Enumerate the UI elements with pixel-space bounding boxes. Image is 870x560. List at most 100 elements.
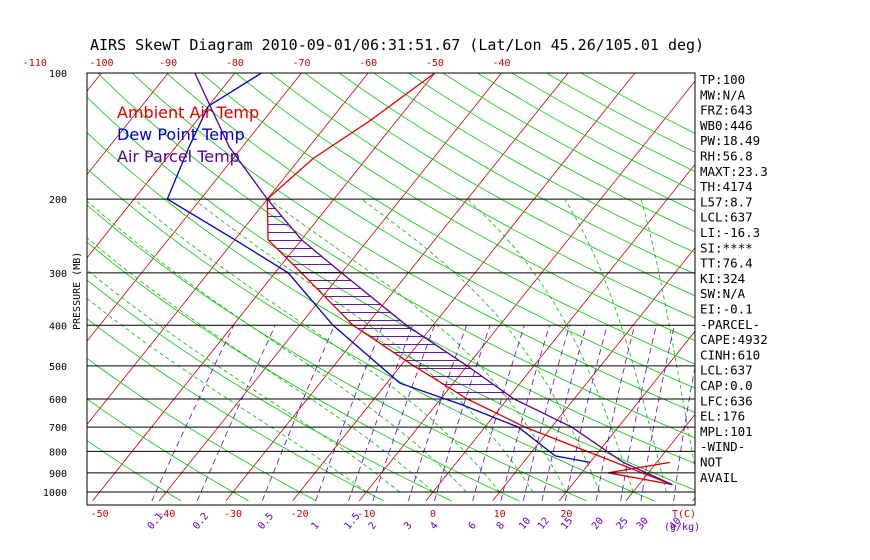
dewpoint-temp-line: [166, 73, 591, 464]
dry-adiabat-line: [442, 73, 695, 212]
top-temp-tick-label: -100: [89, 58, 113, 69]
legend: Ambient Air Temp Dew Point Temp Air Parc…: [117, 103, 259, 166]
side-panel-item: EI:-0.1: [700, 302, 753, 317]
top-temp-tick-label: -80: [226, 58, 244, 69]
dry-adiabat-line: [166, 73, 695, 389]
side-panel-item: CAPE:4932: [700, 332, 768, 347]
mixing-ratio-tick-label: 8: [495, 520, 507, 532]
side-panel-item: SI:****: [700, 240, 753, 255]
side-panel-item: LCL:637: [700, 363, 753, 378]
side-panel-item: TT:76.4: [700, 256, 753, 271]
pressure-tick-label: 800: [49, 447, 67, 458]
mixing-ratio-tick-label: 0.2: [191, 511, 211, 532]
moist-adiabat-line: [193, 198, 534, 493]
pressure-tick-label: 300: [49, 269, 67, 280]
mixing-ratio-line: [522, 325, 570, 501]
bottom-temp-tick-label: 20: [560, 509, 572, 520]
bottom-temp-tick-label: -10: [357, 509, 375, 520]
dry-adiabat-line: [87, 279, 452, 502]
mixing-ratio-tick-label: 30: [635, 516, 651, 532]
isotherm-line: [625, 413, 695, 502]
mixing-ratio-line: [372, 325, 435, 502]
side-panel-item: SW:N/A: [700, 286, 746, 301]
bottom-temp-tick-label: -50: [91, 509, 109, 520]
side-panel-item: FRZ:643: [700, 103, 753, 118]
dry-adiabat-line: [269, 73, 695, 319]
dry-adiabat-line: [97, 73, 695, 439]
side-panel-item: LCL:637: [700, 210, 753, 225]
isotherm-line: [87, 73, 169, 176]
isotherm-line: [87, 73, 302, 342]
y-axis-label: PRESSURE (MB): [72, 252, 83, 330]
side-panel-item: LI:-16.3: [700, 225, 760, 240]
mixing-ratio-tick-label: 20: [590, 516, 606, 532]
side-panel: TP:100MW:N/AFRZ:643WB0:446PW:18.49RH:56.…: [700, 72, 768, 485]
plot-frame: [86, 72, 696, 506]
mixing-ratio-tick-label: 3: [402, 520, 414, 532]
isotherm-line: [87, 73, 102, 92]
dry-adiabat-line: [304, 73, 695, 297]
legend-item-ambient: Ambient Air Temp: [117, 103, 259, 122]
side-panel-item: MW:N/A: [700, 87, 746, 102]
isotherm-line: [558, 330, 695, 502]
isotherm-line: [425, 163, 695, 502]
mixing-ratio-line: [564, 325, 608, 501]
dry-adiabat-line: [477, 73, 695, 192]
dry-adiabat-line: [373, 73, 695, 254]
dry-adiabat-line: [131, 73, 695, 413]
isotherm-line: [87, 73, 236, 259]
mixing-ratio-line: [196, 325, 276, 502]
mixing-ratio-line: [348, 325, 413, 502]
mixing-ratio-line: [620, 325, 657, 501]
bottom-temp-tick-label: 10: [494, 509, 506, 520]
side-panel-item: MAXT:23.3: [700, 164, 768, 179]
mixing-ratio-line: [640, 325, 675, 501]
side-panel-item: PW:18.49: [700, 133, 760, 148]
moist-adiabat-line: [87, 237, 434, 493]
mixing-ratio-line: [408, 325, 467, 502]
isotherm-line: [92, 73, 436, 502]
top-temp-tick-label: -50: [426, 58, 444, 69]
side-panel-item: RH:56.8: [700, 149, 753, 164]
cape-area: [267, 199, 514, 399]
side-panel-item: AVAIL: [700, 470, 738, 485]
isotherm-line: [225, 73, 569, 502]
side-panel-item: CINH:610: [700, 347, 760, 362]
pressure-tick-label: 500: [49, 362, 67, 373]
top-temp-tick-label: -70: [292, 58, 310, 69]
moist-adiabat-line: [133, 198, 501, 493]
mixing-ratio-tick-label: 1: [309, 520, 321, 532]
pressure-tick-label: 200: [49, 195, 67, 206]
mixing-ratio-unit: (g/kg): [664, 522, 700, 533]
isotherm-line: [826, 73, 870, 501]
side-panel-item: TP:100: [700, 72, 745, 87]
mixing-ratio-line: [500, 325, 550, 501]
top-temp-tick-label: -110: [23, 58, 47, 69]
bottom-temp-tick-label: -20: [291, 509, 309, 520]
mixing-ratio-tick-label: 10: [517, 516, 533, 532]
mixing-ratio-tick-label: 12: [536, 516, 552, 532]
dry-adiabat-line: [87, 204, 587, 502]
mixing-ratio-tick-label: 6: [467, 520, 479, 532]
side-panel-item: WB0:446: [700, 118, 753, 133]
top-temp-tick-label: -60: [359, 58, 377, 69]
mixing-ratio-line: [595, 325, 635, 501]
isotherm-line: [292, 73, 636, 502]
mixing-ratio-tick-label: 4: [428, 520, 440, 532]
pressure-tick-label: 900: [49, 469, 67, 480]
moist-adiabat-line: [87, 297, 367, 493]
side-panel-item: NOT: [700, 455, 723, 470]
dry-adiabat-line: [87, 96, 695, 465]
mixing-ratio-line: [472, 325, 525, 502]
pressure-tick-label: 1000: [43, 488, 67, 499]
bottom-axis-unit: T(C): [672, 509, 696, 520]
mixing-ratio-tick-label: 25: [615, 516, 631, 532]
side-panel-item: -PARCEL-: [700, 317, 760, 332]
side-panel-item: LFC:636: [700, 393, 753, 408]
mixing-ratio-line: [151, 325, 235, 502]
side-panel-item: EL:176: [700, 409, 745, 424]
dry-adiabat-line: [87, 168, 655, 502]
mixing-ratio-line: [434, 325, 491, 502]
dry-adiabat-line: [235, 73, 695, 342]
